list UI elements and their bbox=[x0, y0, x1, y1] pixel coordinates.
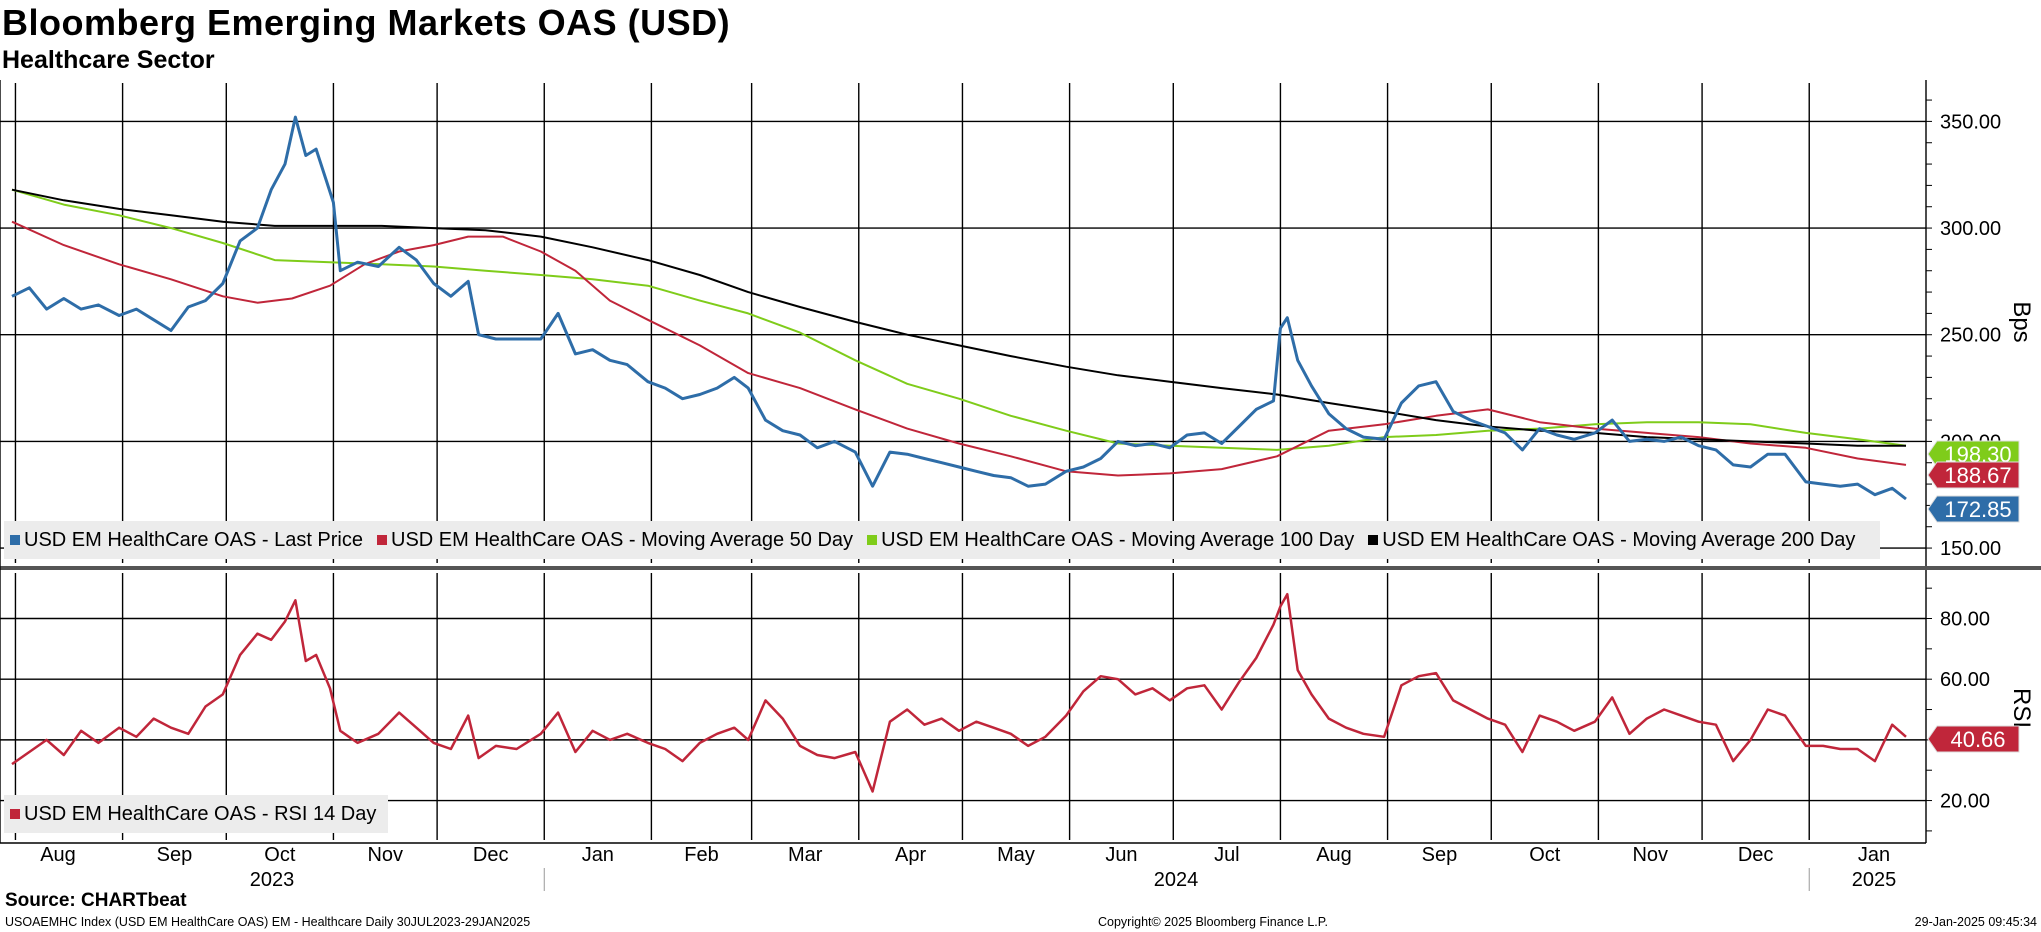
chart-title: Bloomberg Emerging Markets OAS (USD) bbox=[2, 2, 731, 43]
x-month-label: Sep bbox=[157, 844, 193, 866]
x-year-label: 2023 bbox=[250, 869, 295, 891]
series-line-ma100 bbox=[11, 188, 1907, 451]
y-tick-label: 300.00 bbox=[1940, 218, 2001, 240]
x-year-label: 2024 bbox=[1154, 869, 1199, 891]
x-month-label: Nov bbox=[367, 844, 403, 866]
last-value-tag-last-price-text: 172.85 bbox=[1944, 497, 2011, 522]
chart-subtitle: Healthcare Sector bbox=[2, 46, 215, 74]
legend-swatch bbox=[10, 535, 20, 545]
footer-right: 29-Jan-2025 09:45:34 bbox=[1914, 915, 2037, 929]
legend-item: USD EM HealthCare OAS - Last Price bbox=[10, 529, 363, 552]
y-tick-label: 60.00 bbox=[1940, 669, 1990, 691]
x-month-label: May bbox=[997, 844, 1035, 866]
last-value-tag-ma50-text: 188.67 bbox=[1944, 463, 2011, 488]
source-note: Source: CHARTbeat bbox=[5, 890, 187, 911]
legend-swatch bbox=[1368, 535, 1379, 545]
x-month-label: Feb bbox=[684, 844, 718, 866]
x-month-label: Jun bbox=[1105, 844, 1137, 866]
x-year-label: 2025 bbox=[1852, 869, 1897, 891]
legend-label: USD EM HealthCare OAS - RSI 14 Day bbox=[24, 802, 377, 825]
x-month-label: Dec bbox=[473, 844, 509, 866]
last-value-tag-last-price: 172.85 bbox=[1927, 495, 2020, 523]
legend-item: USD EM HealthCare OAS - RSI 14 Day bbox=[10, 803, 376, 826]
legend-item: USD EM HealthCare OAS - Moving Average 2… bbox=[1368, 529, 1855, 552]
y-tick-label: 250.00 bbox=[1940, 325, 2001, 347]
series-line-rsi bbox=[11, 592, 1907, 793]
last-value-tag-ma50: 188.67 bbox=[1927, 461, 2020, 489]
footer-left: USOAEMHC Index (USD EM HealthCare OAS) E… bbox=[5, 915, 531, 929]
x-month-label: Oct bbox=[1529, 844, 1561, 866]
x-month-label: Aug bbox=[1316, 844, 1352, 866]
x-month-label: Apr bbox=[895, 844, 926, 866]
legend-label: USD EM HealthCare OAS - Moving Average 2… bbox=[1382, 528, 1856, 551]
legend-swatch bbox=[10, 809, 20, 819]
x-month-label: Jul bbox=[1214, 844, 1240, 866]
legend-item: USD EM HealthCare OAS - Moving Average 5… bbox=[377, 529, 853, 552]
x-month-label: Aug bbox=[40, 844, 76, 866]
last-value-tag-rsi: 40.66 bbox=[1927, 725, 2020, 753]
rsi-legend: USD EM HealthCare OAS - RSI 14 Day bbox=[4, 795, 388, 833]
x-month-label: Dec bbox=[1738, 844, 1774, 866]
price-legend: USD EM HealthCare OAS - Last Price USD EM… bbox=[4, 521, 1880, 559]
x-month-label: Mar bbox=[788, 844, 823, 866]
last-value-tag-rsi-text: 40.66 bbox=[1950, 727, 2005, 752]
x-month-label: Nov bbox=[1632, 844, 1668, 866]
legend-item: USD EM HealthCare OAS - Moving Average 1… bbox=[867, 529, 1354, 552]
legend-swatch bbox=[377, 535, 387, 545]
legend-label: USD EM HealthCare OAS - Moving Average 5… bbox=[391, 528, 854, 551]
y-tick-label: 150.00 bbox=[1940, 538, 2001, 560]
series-line-ma50 bbox=[11, 220, 1907, 477]
x-month-label: Sep bbox=[1422, 844, 1458, 866]
y-axis-label: RSI bbox=[2008, 688, 2035, 728]
legend-label: USD EM HealthCare OAS - Last Price bbox=[24, 528, 363, 551]
y-tick-label: 350.00 bbox=[1940, 111, 2001, 133]
x-month-label: Jan bbox=[582, 844, 614, 866]
last-value-tag-rsi-shape bbox=[1927, 725, 2020, 753]
footer-center: Copyright© 2025 Bloomberg Finance L.P. bbox=[1098, 915, 1328, 929]
y-axis-label: Bps bbox=[2008, 301, 2035, 342]
x-month-label: Jan bbox=[1858, 844, 1890, 866]
y-tick-label: 80.00 bbox=[1940, 609, 1990, 631]
y-tick-label: 20.00 bbox=[1940, 791, 1990, 813]
legend-swatch bbox=[867, 535, 878, 545]
series-line-last-price bbox=[11, 115, 1907, 501]
legend-label: USD EM HealthCare OAS - Moving Average 1… bbox=[881, 528, 1355, 551]
last-value-tag-ma50-shape bbox=[1927, 461, 2020, 489]
x-month-label: Oct bbox=[264, 844, 296, 866]
last-value-tag-last-price-shape bbox=[1927, 495, 2020, 523]
